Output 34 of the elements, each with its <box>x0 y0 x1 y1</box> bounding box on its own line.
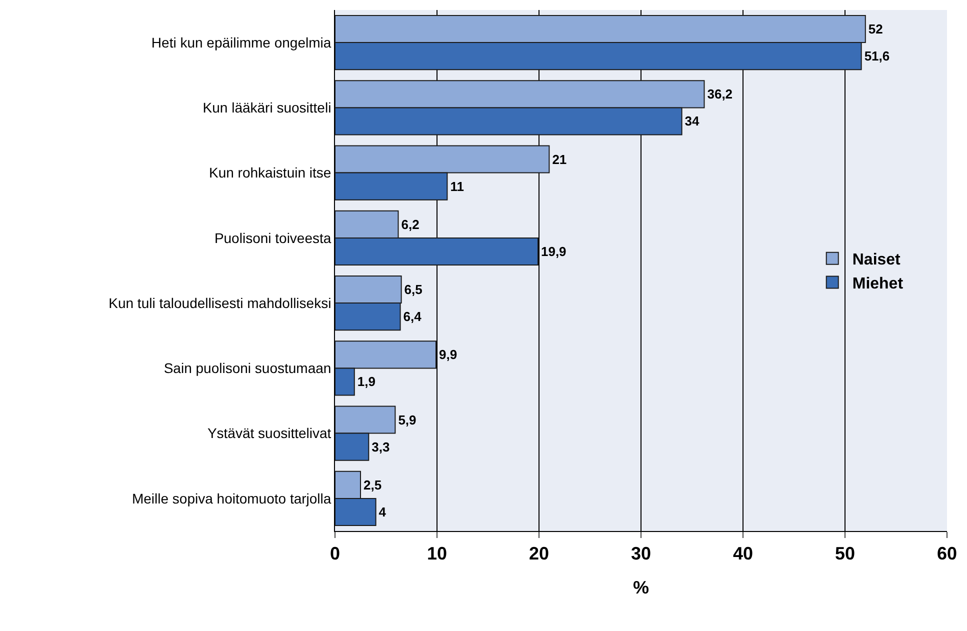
y-tick-label: Sain puolisoni suostumaan <box>164 360 332 376</box>
y-tick-label: Meille sopiva hoitomuoto tarjolla <box>132 490 332 506</box>
data-label: 4 <box>378 504 387 520</box>
data-label: 52 <box>868 22 883 37</box>
data-label: 51,6 <box>864 48 890 64</box>
y-tick-label: Kun lääkäri suositteli <box>202 100 332 116</box>
data-label: 6,4 <box>403 309 422 324</box>
y-tick-label: Kun rohkaistuin itse <box>209 164 332 181</box>
data-label: 3,3 <box>372 439 390 454</box>
data-label: 36,2 <box>707 86 733 102</box>
data-label: 11 <box>450 178 464 194</box>
y-tick-label: Heti kun epäilimme ongelmia <box>151 34 332 50</box>
data-label: 6,2 <box>401 216 420 232</box>
data-label: 34 <box>684 114 700 129</box>
data-label: 21 <box>552 152 567 167</box>
x-tick-label: 10 <box>426 544 448 564</box>
data-label: 19,9 <box>540 244 566 259</box>
data-label: 5,9 <box>398 412 416 428</box>
x-tick-label: 40 <box>732 544 754 564</box>
data-label: 1,9 <box>357 374 376 390</box>
x-tick-label: 30 <box>630 544 652 564</box>
x-axis-title: % <box>632 578 650 598</box>
legend-label: Naiset <box>852 252 902 269</box>
y-tick-label: Kun tuli taloudellisesti mahdolliseksi <box>108 294 332 311</box>
legend-label: Miehet <box>852 275 904 292</box>
x-tick-label: 20 <box>528 544 550 564</box>
x-tick-label: 60 <box>936 544 958 564</box>
data-label: 9,9 <box>438 347 458 362</box>
data-label: 2,5 <box>364 477 382 492</box>
data-label: 6,5 <box>404 282 422 298</box>
y-tick-label: Ystävät suosittelivat <box>207 425 332 442</box>
y-tick-label: Puolisoni toiveesta <box>214 230 332 246</box>
x-tick-label: 50 <box>834 544 856 564</box>
x-tick-label: 0 <box>330 544 340 564</box>
